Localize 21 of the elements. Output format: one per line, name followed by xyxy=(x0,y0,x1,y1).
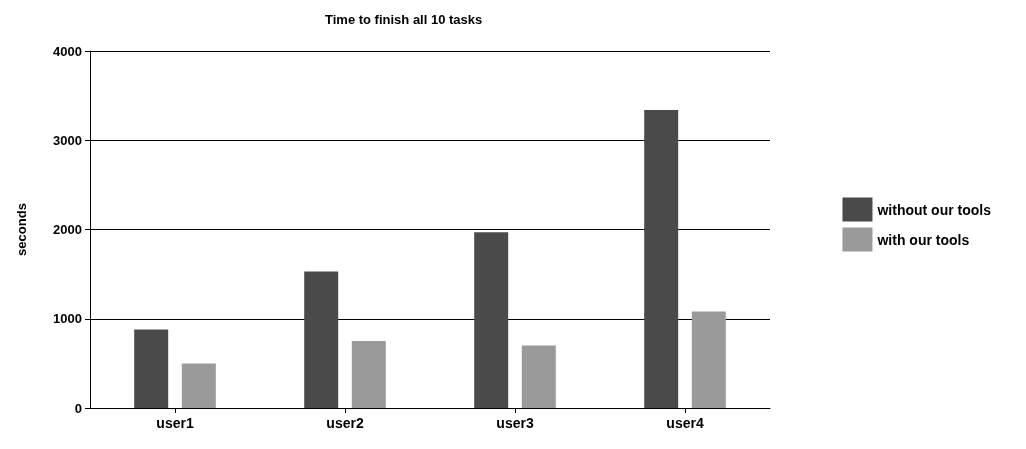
chart-title: Time to finish all 10 tasks xyxy=(325,12,483,27)
x-tick-label: user3 xyxy=(496,415,534,431)
legend-label: with our tools xyxy=(876,231,970,248)
bar xyxy=(521,345,556,408)
x-tick-label: user2 xyxy=(326,415,364,431)
y-tick-label: 3000 xyxy=(53,132,82,148)
y-tick-label: 4000 xyxy=(53,43,82,59)
legend-label: without our tools xyxy=(876,201,992,218)
x-tick-label: user1 xyxy=(156,415,194,431)
bar xyxy=(474,232,509,408)
y-tick-label: 0 xyxy=(74,400,82,416)
bar xyxy=(351,341,386,408)
bar xyxy=(134,329,169,408)
bar xyxy=(691,311,726,408)
bar xyxy=(181,363,216,408)
y-axis-title: seconds xyxy=(14,203,29,256)
bar xyxy=(304,271,339,408)
x-tick-label: user4 xyxy=(666,415,704,431)
y-tick-label: 2000 xyxy=(53,222,82,237)
y-tick-label: 1000 xyxy=(53,311,82,327)
bar xyxy=(644,109,679,408)
